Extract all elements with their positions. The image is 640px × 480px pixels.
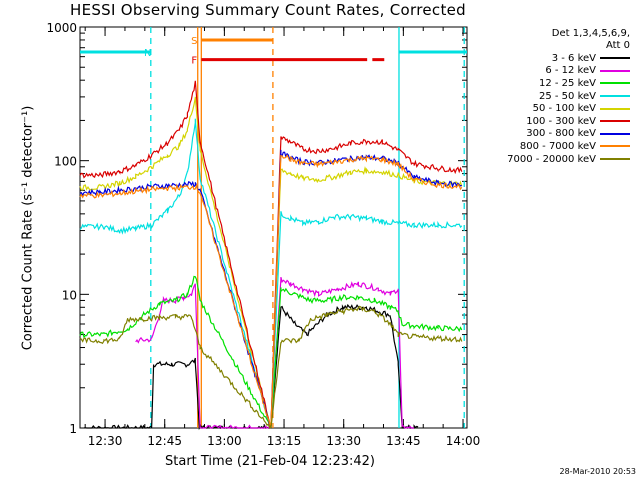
legend-entry: 25 - 50 keV bbox=[482, 90, 634, 103]
legend-swatch bbox=[600, 95, 630, 98]
legend-entry: 300 - 800 keV bbox=[482, 128, 634, 141]
legend-entry: 6 - 12 keV bbox=[482, 65, 634, 78]
legend-entry: 3 - 6 keV bbox=[482, 52, 634, 65]
legend-swatch bbox=[600, 120, 630, 123]
flag-label-S: S bbox=[191, 36, 197, 47]
chart-title: HESSI Observing Summary Count Rates, Cor… bbox=[70, 1, 466, 19]
series-line-4 bbox=[79, 96, 463, 429]
legend-entry-label: 7000 - 20000 keV bbox=[507, 153, 596, 165]
series-line-5 bbox=[79, 80, 463, 429]
legend-entry-label: 12 - 25 keV bbox=[538, 77, 596, 89]
legend-entry-label: 800 - 7000 keV bbox=[519, 140, 596, 152]
legend-swatch bbox=[600, 69, 630, 72]
legend-entry-label: 6 - 12 keV bbox=[545, 65, 596, 77]
y-tick-label: 10 bbox=[62, 288, 77, 302]
legend-entry: 100 - 300 keV bbox=[482, 115, 634, 128]
x-tick-label: 13:45 bbox=[386, 434, 421, 448]
legend-swatch bbox=[600, 57, 630, 60]
legend-header-line-2: Att 0 bbox=[605, 40, 630, 51]
legend-entry-label: 25 - 50 keV bbox=[538, 90, 596, 102]
series-line-6 bbox=[79, 149, 462, 429]
legend-entry-label: 3 - 6 keV bbox=[551, 52, 596, 64]
legend-entry-label: 300 - 800 keV bbox=[526, 128, 596, 140]
legend-swatch bbox=[600, 132, 630, 135]
legend-entry: 800 - 7000 keV bbox=[482, 140, 634, 153]
legend-entry: 7000 - 20000 keV bbox=[482, 153, 634, 166]
legend-swatch bbox=[600, 82, 630, 85]
legend-entry-label: 50 - 100 keV bbox=[532, 103, 596, 115]
legend-swatch bbox=[600, 158, 630, 161]
x-tick-label: 12:45 bbox=[147, 434, 182, 448]
legend-entry-label: 100 - 300 keV bbox=[526, 115, 596, 127]
legend-swatch bbox=[600, 107, 630, 110]
legend-swatch bbox=[600, 145, 630, 148]
flag-label-N: N bbox=[144, 48, 151, 59]
series-line-0 bbox=[83, 303, 419, 431]
legend: Det 1,3,4,5,6,9, Att 0 3 - 6 keV 6 - 12 k… bbox=[482, 28, 634, 165]
x-tick-label: 13:30 bbox=[326, 434, 361, 448]
x-tick-label: 13:00 bbox=[207, 434, 242, 448]
render-timestamp: 28-Mar-2010 20:53 bbox=[559, 467, 637, 476]
series-line-7 bbox=[79, 154, 463, 429]
y-tick-label: 100 bbox=[54, 155, 77, 169]
legend-entry: 50 - 100 keV bbox=[482, 102, 634, 115]
x-tick-label: 12:30 bbox=[88, 434, 123, 448]
x-tick-label: 14:00 bbox=[446, 434, 481, 448]
series-line-2 bbox=[79, 275, 463, 429]
y-tick-label: 1000 bbox=[46, 21, 77, 35]
y-tick-label: 1 bbox=[69, 422, 77, 436]
series-line-8 bbox=[79, 305, 463, 429]
legend-header-line-1: Det 1,3,4,5,6,9, bbox=[551, 28, 630, 39]
y-axis-label: Corrected Count Rate (s⁻¹ detector⁻¹) bbox=[20, 105, 36, 351]
x-tick-label: 13:15 bbox=[267, 434, 302, 448]
legend-entry: 12 - 25 keV bbox=[482, 77, 634, 90]
flag-label-F: F bbox=[191, 56, 197, 67]
x-axis-label: Start Time (21-Feb-04 12:23:42) bbox=[165, 454, 375, 469]
series-line-3 bbox=[79, 118, 463, 429]
